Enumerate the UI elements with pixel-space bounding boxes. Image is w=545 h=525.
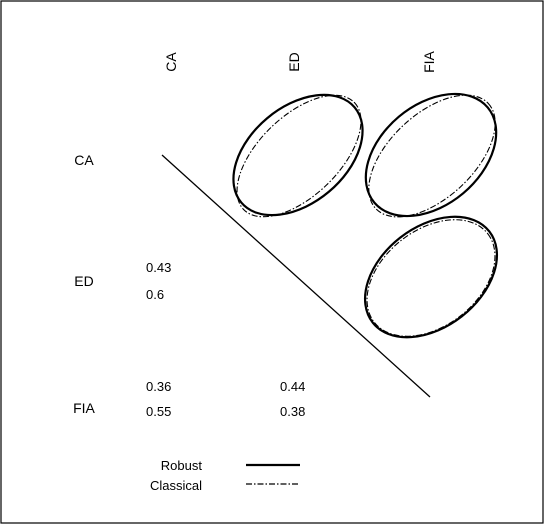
corr-classical-fia-ed: 0.38 bbox=[280, 404, 305, 419]
col-header-ca: CA bbox=[163, 52, 179, 72]
row-header-ed: ED bbox=[74, 273, 93, 289]
ellipse-ed-fia bbox=[363, 215, 499, 339]
corr-robust-ed-ca: 0.43 bbox=[146, 260, 171, 275]
row-header-fia: FIA bbox=[73, 400, 95, 416]
corr-classical-ed-ca: 0.6 bbox=[146, 287, 164, 302]
ellipse-robust-ca-ed bbox=[232, 93, 364, 217]
ellipse-robust-ed-fia bbox=[363, 215, 499, 339]
ellipse-ca-fia bbox=[364, 92, 498, 218]
ellipse-classical-ed-fia bbox=[366, 219, 496, 337]
ellipse-classical-ca-ed bbox=[236, 94, 362, 218]
legend-label-robust: Robust bbox=[161, 458, 203, 473]
row-header-ca: CA bbox=[74, 152, 94, 168]
corr-robust-fia-ca: 0.36 bbox=[146, 379, 171, 394]
legend: Robust Classical bbox=[150, 458, 300, 493]
col-header-fia: FIA bbox=[421, 50, 437, 72]
ellipse-robust-ca-fia bbox=[364, 92, 498, 218]
ellipse-ca-ed bbox=[232, 93, 364, 218]
corr-classical-fia-ca: 0.55 bbox=[146, 404, 171, 419]
ellipse-classical-ca-fia bbox=[368, 94, 496, 218]
col-header-ed: ED bbox=[286, 52, 302, 71]
corr-robust-fia-ed: 0.44 bbox=[280, 379, 305, 394]
legend-label-classical: Classical bbox=[150, 478, 202, 493]
diagonal-line bbox=[161, 154, 431, 398]
